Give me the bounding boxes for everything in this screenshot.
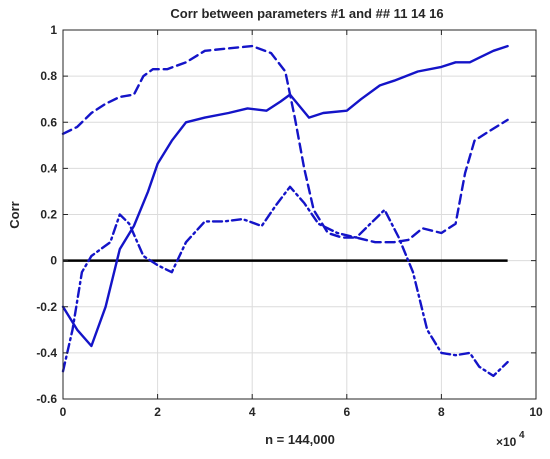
y-tick-label: 0.8 (40, 69, 57, 83)
x-tick-label: 4 (249, 405, 256, 419)
y-tick-label: 0.2 (40, 208, 57, 222)
y-tick-label: -0.2 (36, 300, 57, 314)
x-axis-label: n = 144,000 (265, 432, 335, 447)
grid (62, 29, 537, 400)
x-axis-multiplier: ×10 4 (496, 430, 525, 449)
y-tick-label: -0.4 (36, 346, 57, 360)
x-tick-label: 10 (529, 405, 543, 419)
y-tick-label: -0.6 (36, 392, 57, 406)
y-tick-labels: -0.6 -0.4 -0.2 0 0.2 0.4 0.6 0.8 1 (36, 23, 536, 406)
x-tick-label: 2 (154, 405, 161, 419)
series-line-dashdot (61, 185, 509, 378)
y-tick-label: 0.4 (40, 161, 57, 175)
y-tick-label: 0.6 (40, 115, 57, 129)
chart-title: Corr between parameters #1 and ## 11 14 … (170, 6, 443, 21)
series-layer (61, 44, 509, 378)
x-tick-label: 8 (438, 405, 445, 419)
x-tick-labels: 0 2 4 6 8 10 (60, 30, 543, 419)
x-tick-label: 0 (60, 405, 67, 419)
x-multiplier-base: ×10 (496, 435, 517, 449)
series-line-dashed (61, 44, 509, 244)
y-axis-label: Corr (7, 201, 22, 228)
y-tick-label: 1 (50, 23, 57, 37)
x-tick-label: 6 (343, 405, 350, 419)
y-tick-label: 0 (50, 254, 57, 268)
x-multiplier-exponent: 4 (519, 430, 525, 441)
